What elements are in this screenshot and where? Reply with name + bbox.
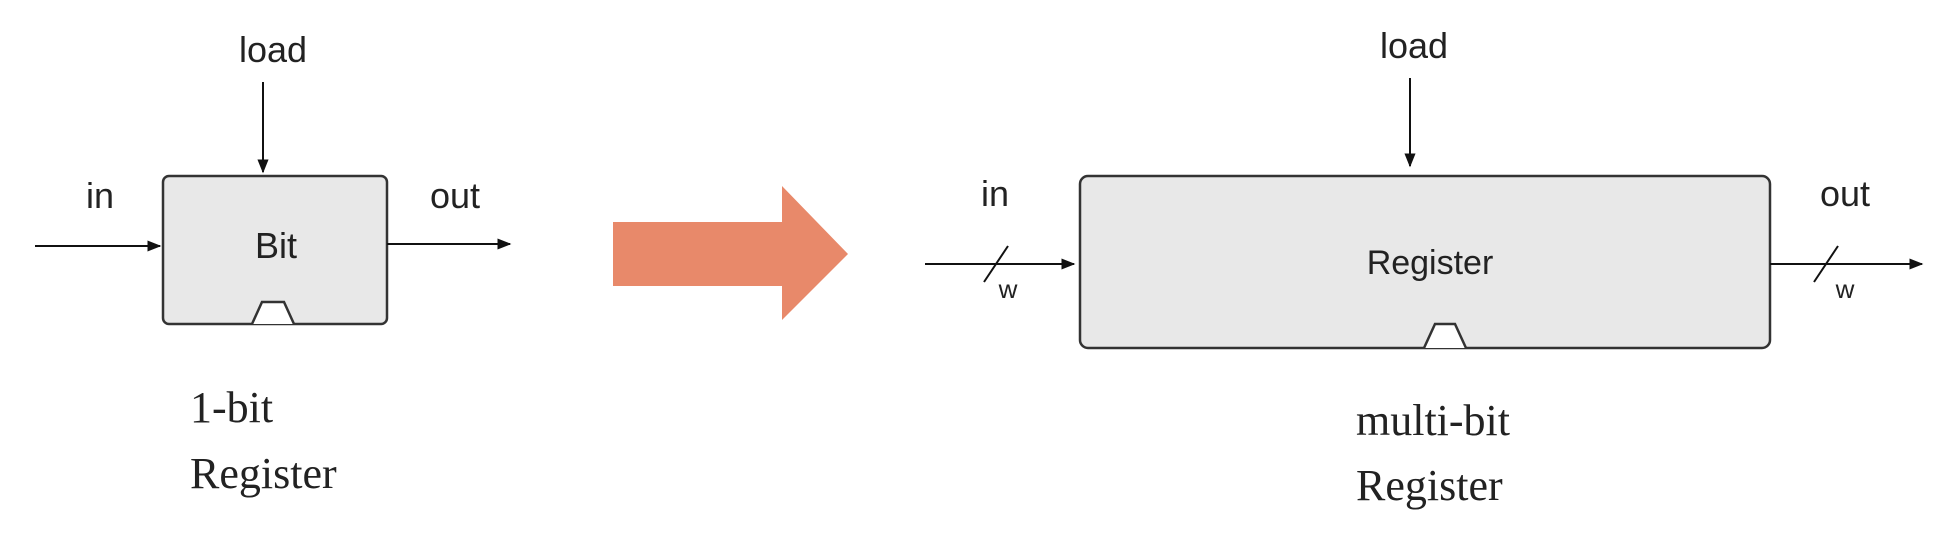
bit-register-diagram: load in Bit out 1-bit Register [35,29,512,498]
register-in-width-label: w [998,274,1018,304]
register-out-label: out [1820,173,1870,214]
register-caption-line2: Register [1356,461,1503,510]
register-in-bus-slash [983,245,1009,283]
bit-out-label: out [430,175,480,216]
register-clock-icon [1422,322,1468,349]
bit-box-label: Bit [255,225,297,266]
bit-clock-icon [250,300,296,325]
register-load-label: load [1380,25,1448,66]
register-in-label: in [981,173,1009,214]
bit-caption-line2: Register [190,449,337,498]
register-box-label: Register [1367,244,1494,282]
multibit-register-diagram: load in w Register out w multi-bit Regis… [925,25,1924,510]
bit-in-label: in [86,175,114,216]
register-out-bus-slash [1813,245,1839,283]
register-out-width-label: w [1835,274,1855,304]
register-caption-line1: multi-bit [1356,396,1510,445]
bit-load-label: load [239,29,307,70]
transition-arrow-icon [613,186,848,320]
bit-caption-line1: 1-bit [190,383,273,432]
